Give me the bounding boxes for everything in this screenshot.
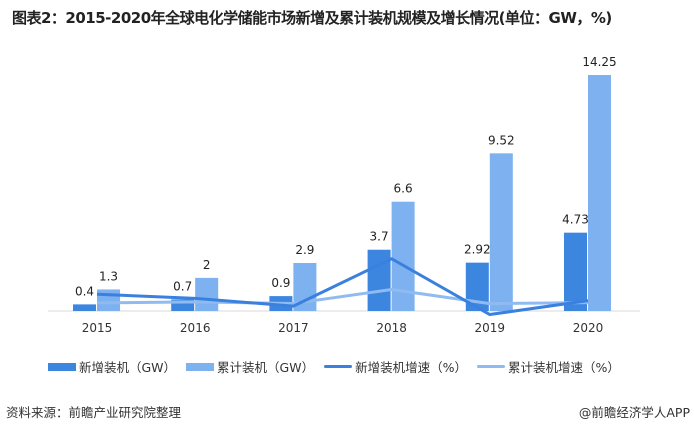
x-tick-label: 2015 (82, 321, 113, 335)
bar-new-capacity (465, 262, 489, 311)
x-tick-label: 2020 (573, 321, 604, 335)
legend-swatch (476, 365, 505, 368)
line-new-growth (96, 257, 589, 317)
legend-label: 新增装机（GW） (79, 360, 177, 375)
legend-swatch (324, 365, 353, 368)
data-label: 0.7 (173, 279, 192, 293)
data-label: 0.9 (271, 276, 290, 290)
bar-cumulative-capacity (489, 153, 513, 311)
data-label: 2 (203, 258, 211, 272)
x-tick-label: 2019 (475, 321, 506, 335)
x-tick-label: 2016 (180, 321, 211, 335)
data-label: 9.52 (488, 133, 515, 147)
chart-title: 图表2：2015-2020年全球电化学储能市场新增及累计装机规模及增长情况(单位… (12, 9, 612, 27)
bar-new-capacity (73, 304, 96, 311)
line-cumulative-growth (96, 287, 589, 306)
x-tick-label: 2017 (278, 321, 309, 335)
legend-item-cumulative-capacity: 累计装机（GW） (186, 357, 314, 376)
data-label: 3.7 (370, 230, 389, 244)
data-label: 1.3 (99, 269, 118, 283)
source-note: 资料来源：前瞻产业研究院整理 (6, 405, 182, 420)
data-label: 4.73 (562, 213, 589, 227)
data-label: 6.6 (394, 182, 413, 196)
legend-swatch (186, 362, 215, 371)
legend-item-new-growth: 新增装机增速（%） (324, 357, 467, 376)
x-tick-label: 2018 (376, 321, 407, 335)
legend-item-cumulative-growth: 累计装机增速（%） (476, 357, 620, 376)
bar-new-capacity (564, 232, 587, 311)
data-label: 14.25 (582, 55, 616, 69)
bar-new-capacity (171, 299, 195, 311)
legend-item-new-capacity: 新增装机（GW） (48, 357, 176, 376)
data-label: 2.9 (295, 243, 314, 257)
bar-cumulative-capacity (588, 75, 611, 312)
bar-new-capacity (367, 249, 391, 311)
legend-label: 累计装机（GW） (217, 360, 315, 375)
legend-label: 新增装机增速（%） (355, 360, 467, 375)
legend: 新增装机（GW） 累计装机（GW） 新增装机增速（%） 累计装机增速（%） (48, 357, 620, 376)
legend-swatch (48, 362, 76, 371)
data-label: 2.92 (464, 243, 491, 257)
legend-label: 累计装机增速（%） (507, 360, 620, 375)
credit: @前瞻经济学人APP (578, 405, 690, 420)
bar-cumulative-capacity (97, 289, 120, 311)
bar-cumulative-capacity (195, 277, 219, 311)
bar-cumulative-capacity (391, 201, 415, 311)
data-label: 0.4 (75, 284, 94, 298)
